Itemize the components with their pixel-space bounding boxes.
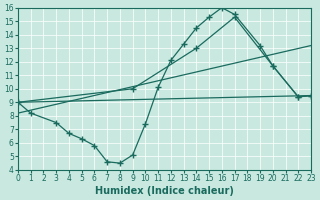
X-axis label: Humidex (Indice chaleur): Humidex (Indice chaleur) (95, 186, 234, 196)
